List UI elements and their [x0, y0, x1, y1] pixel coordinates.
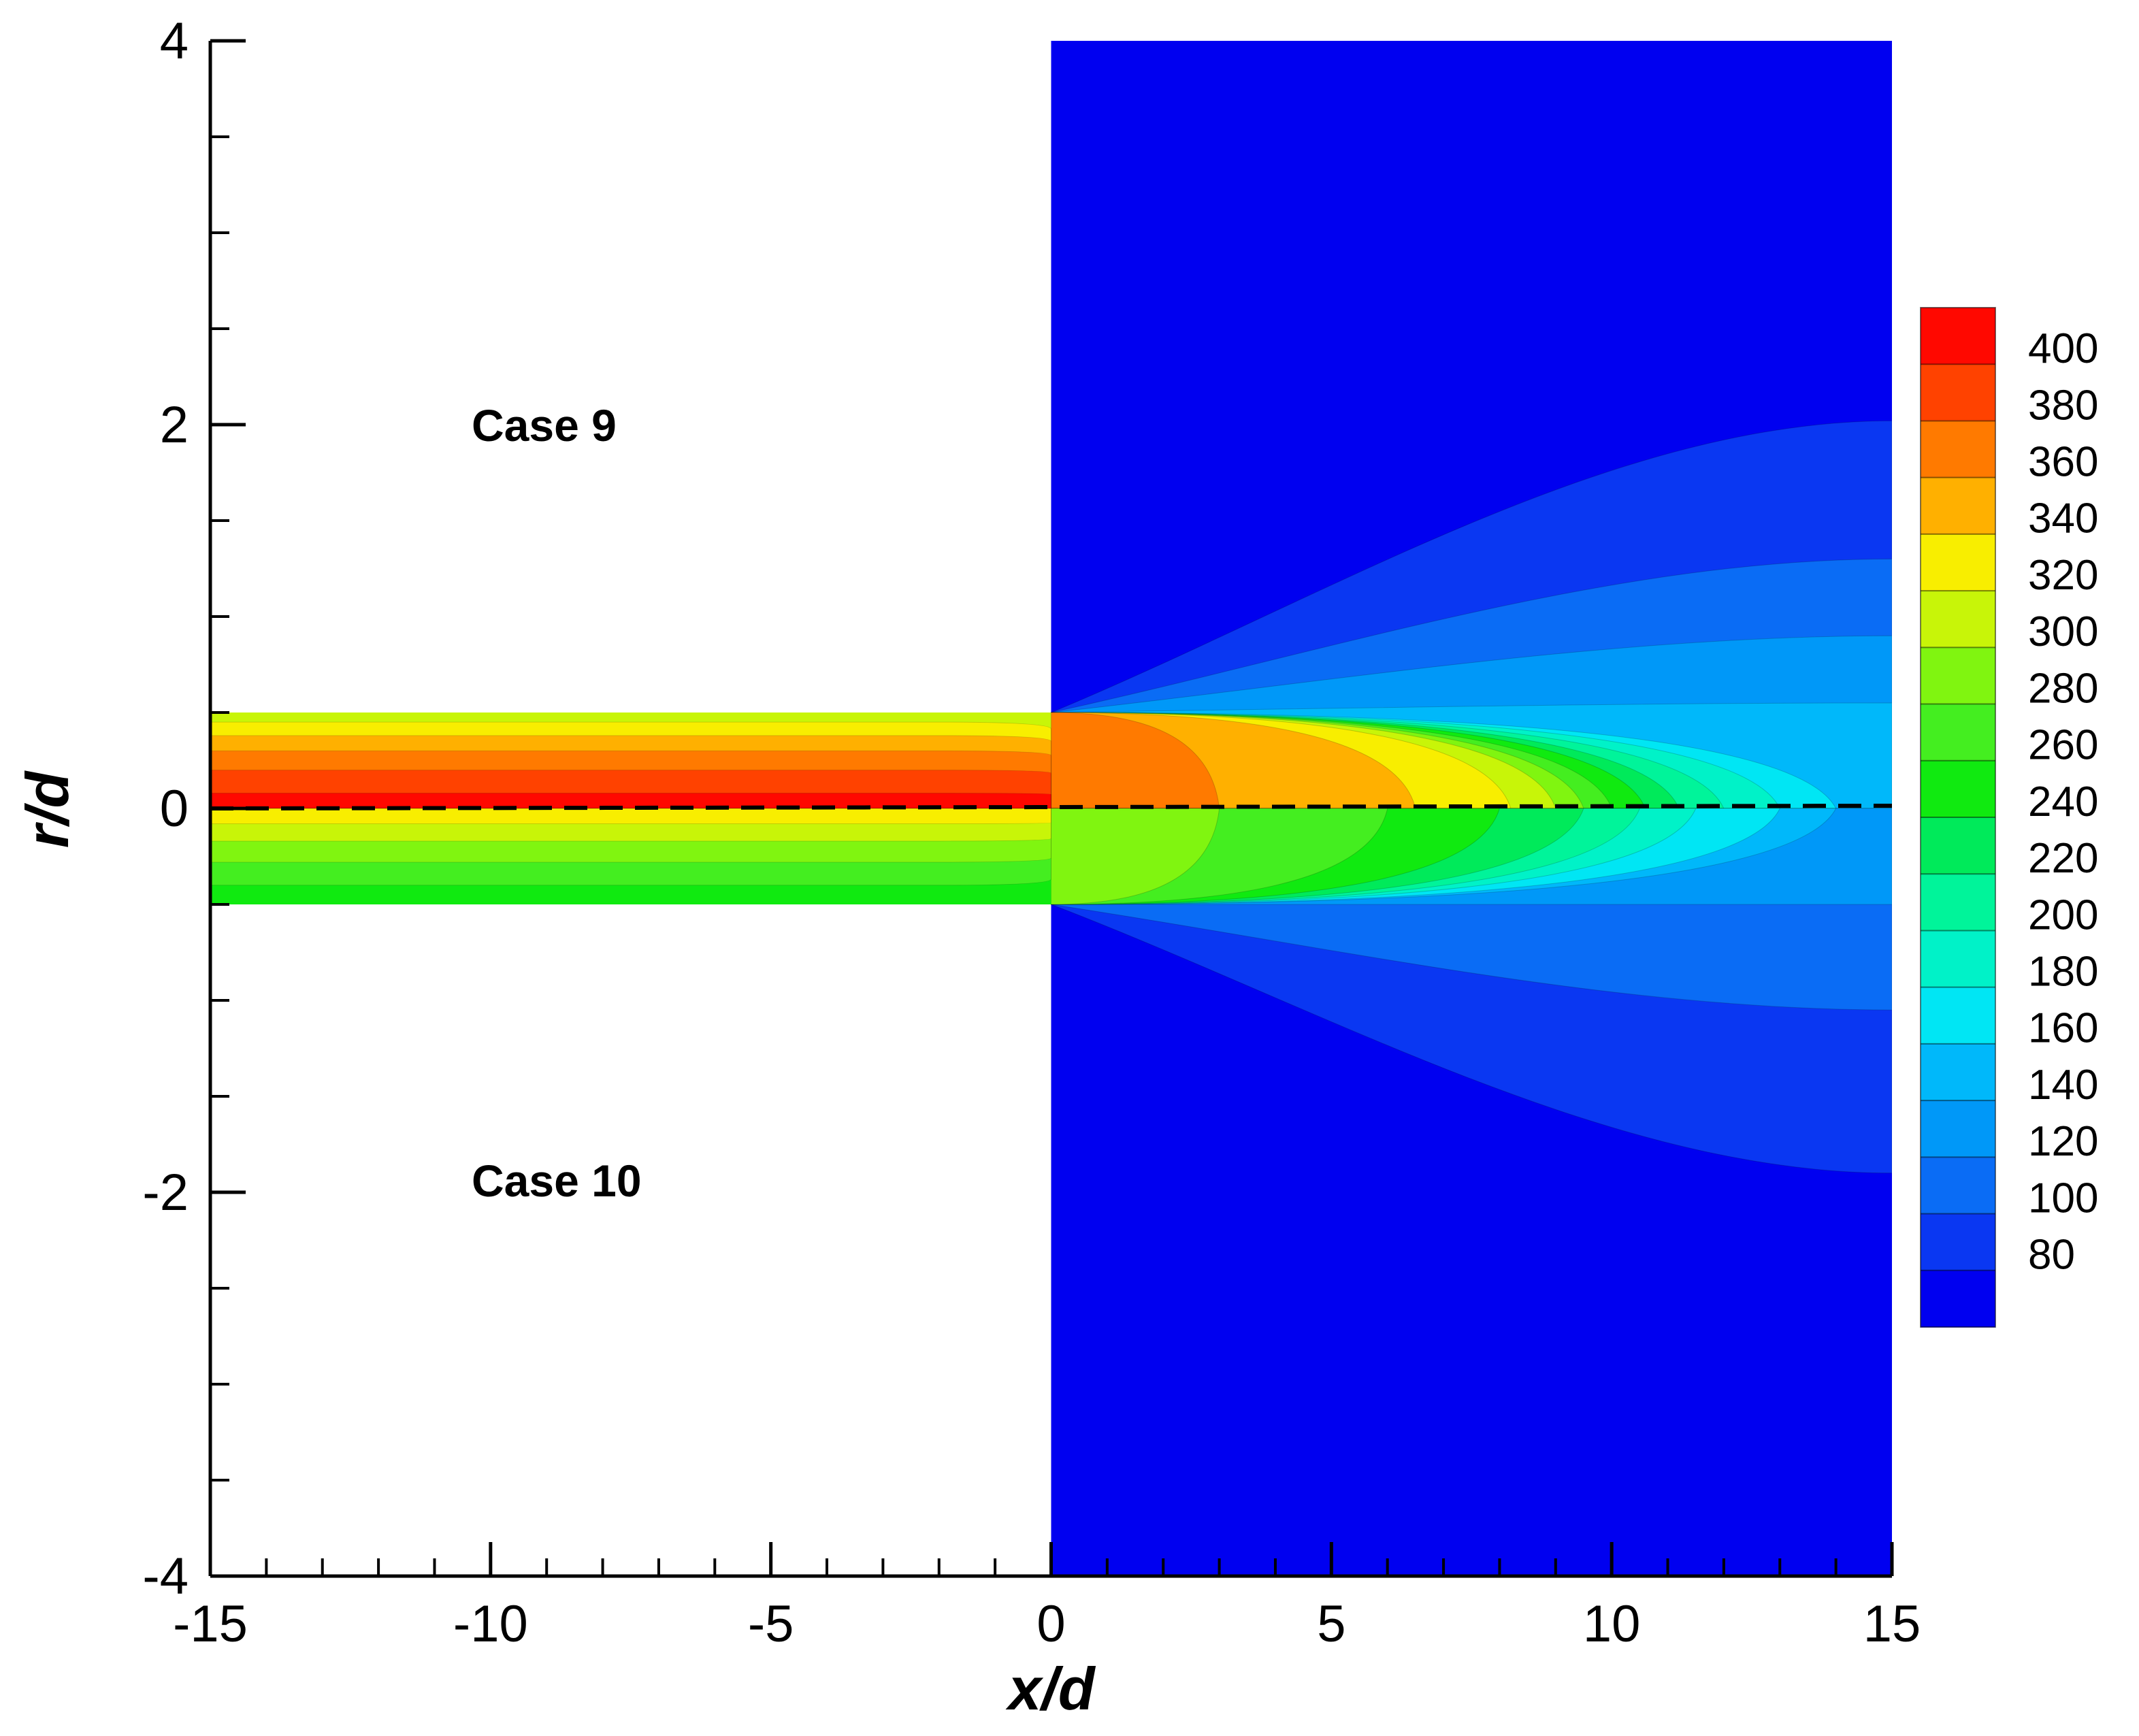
colorbar-band	[1921, 591, 1995, 648]
y-tick-label: 0	[160, 780, 189, 838]
colorbar-band	[1921, 930, 1995, 988]
pipe-region	[210, 713, 1051, 904]
colorbar-band	[1921, 308, 1995, 365]
y-axis-title: r/d	[14, 770, 81, 849]
x-tick-label: -15	[173, 1595, 248, 1653]
contour-plot	[210, 41, 1893, 1576]
colorbar-label: 120	[2028, 1118, 2098, 1165]
colorbar-label: 200	[2028, 891, 2098, 938]
colorbar-label: 400	[2028, 325, 2098, 372]
centerline-dashed	[210, 804, 1893, 810]
colorbar-band	[1921, 1043, 1995, 1101]
plume-contours	[1051, 420, 1892, 1174]
colorbar-label: 160	[2028, 1005, 2098, 1052]
colorbar-label: 280	[2028, 665, 2098, 712]
colorbar-band	[1921, 364, 1995, 421]
colorbar-band	[1921, 704, 1995, 761]
case-10-level-300	[1051, 808, 1220, 905]
colorbar-band	[1921, 987, 1995, 1045]
colorbar-label: 220	[2028, 835, 2098, 882]
y-tick-label: -4	[142, 1547, 189, 1605]
colorbar-label: 260	[2028, 722, 2098, 769]
colorbar-band	[1921, 647, 1995, 705]
x-tick-label: -10	[453, 1595, 528, 1653]
y-tick-label: -2	[142, 1164, 189, 1222]
colorbar-band	[1921, 1100, 1995, 1158]
colorbar-label: 180	[2028, 949, 2098, 996]
case-9-pipe-level-400	[210, 792, 1051, 809]
colorbar-label: 80	[2028, 1232, 2075, 1279]
x-tick-label: -5	[748, 1595, 794, 1653]
colorbar-band	[1921, 1157, 1995, 1215]
colorbar-label: 300	[2028, 608, 2098, 655]
colorbar-band	[1921, 817, 1995, 874]
colorbar-label: 240	[2028, 779, 2098, 825]
colorbar-label: 380	[2028, 382, 2098, 429]
colorbar-band	[1921, 874, 1995, 931]
axes: -15 -10 -5 0 5 10 15 -4 -2 0 2 4	[142, 12, 1921, 1653]
x-tick-label: 10	[1583, 1595, 1641, 1653]
x-tick-label: 0	[1036, 1595, 1065, 1653]
colorbar-label: 340	[2028, 495, 2098, 542]
colorbar: 400 380 360 340 320 300 280 260 240 220 200 180 160 1…	[1920, 307, 2098, 1328]
colorbar-label: 320	[2028, 552, 2098, 599]
x-axis-title: x/d	[1005, 1655, 1096, 1722]
case-9-label: Case 9	[472, 400, 617, 451]
y-tick-label: 2	[160, 396, 189, 454]
case-9-level-380	[1051, 712, 1220, 809]
colorbar-band	[1921, 1270, 1995, 1328]
colorbar-label: 360	[2028, 439, 2098, 486]
colorbar-band	[1921, 760, 1995, 818]
colorbar-band	[1921, 534, 1995, 591]
colorbar-band	[1921, 477, 1995, 535]
colorbar-band	[1921, 421, 1995, 478]
colorbar-label: 100	[2028, 1175, 2098, 1222]
case-10-label: Case 10	[472, 1156, 642, 1206]
y-tick-label: 4	[160, 12, 189, 70]
x-tick-label: 15	[1863, 1595, 1921, 1653]
colorbar-band	[1921, 1213, 1995, 1271]
x-tick-label: 5	[1317, 1595, 1345, 1653]
case-10-pipe-level-320	[210, 808, 1051, 825]
colorbar-frame	[1920, 307, 1996, 1328]
colorbar-label: 140	[2028, 1062, 2098, 1109]
